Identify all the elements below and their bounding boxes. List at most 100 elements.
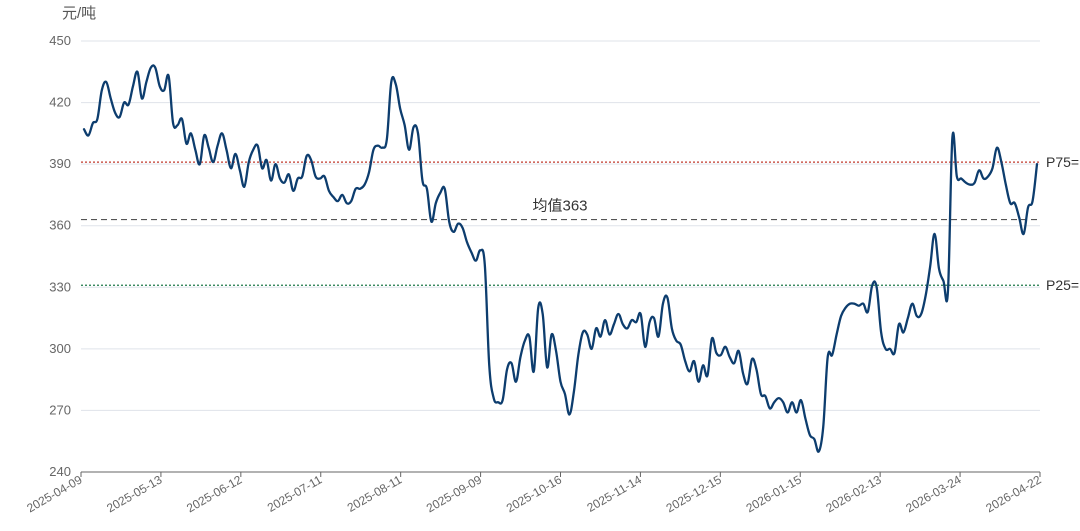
data-point bbox=[123, 101, 125, 103]
data-point bbox=[341, 194, 343, 196]
y-tick-label: 420 bbox=[49, 95, 71, 110]
data-point bbox=[662, 303, 664, 305]
data-point bbox=[439, 192, 441, 194]
data-point bbox=[297, 177, 299, 179]
data-point bbox=[506, 368, 508, 370]
data-point bbox=[884, 348, 886, 350]
data-point bbox=[417, 132, 419, 134]
data-point bbox=[973, 181, 975, 183]
data-point bbox=[515, 381, 517, 383]
x-tick-label: 2025-05-13 bbox=[104, 472, 164, 515]
data-point bbox=[252, 149, 254, 151]
data-point bbox=[889, 348, 891, 350]
data-point bbox=[916, 315, 918, 317]
data-point bbox=[582, 331, 584, 333]
data-point bbox=[132, 85, 134, 87]
data-point bbox=[644, 346, 646, 348]
data-point bbox=[844, 307, 846, 309]
data-point bbox=[987, 175, 989, 177]
data-point bbox=[337, 200, 339, 202]
data-point bbox=[853, 303, 855, 305]
data-point bbox=[435, 202, 437, 204]
data-point bbox=[568, 413, 570, 415]
data-point bbox=[92, 122, 94, 124]
data-point bbox=[938, 268, 940, 270]
data-point bbox=[893, 352, 895, 354]
data-point bbox=[951, 136, 953, 138]
data-point bbox=[813, 438, 815, 440]
data-point bbox=[688, 370, 690, 372]
data-point bbox=[101, 89, 103, 91]
data-point bbox=[867, 311, 869, 313]
data-point bbox=[541, 313, 543, 315]
data-point bbox=[190, 132, 192, 134]
data-point bbox=[635, 321, 637, 323]
data-point bbox=[982, 177, 984, 179]
data-point bbox=[942, 280, 944, 282]
data-point bbox=[497, 401, 499, 403]
data-point bbox=[150, 66, 152, 68]
data-point bbox=[363, 183, 365, 185]
data-point bbox=[457, 222, 459, 224]
data-point bbox=[444, 188, 446, 190]
x-tick-label: 2026-04-22 bbox=[983, 472, 1043, 515]
data-point bbox=[862, 303, 864, 305]
data-point bbox=[546, 366, 548, 368]
data-point bbox=[114, 112, 116, 114]
x-tick-label: 2025-11-14 bbox=[585, 472, 645, 515]
data-point bbox=[461, 227, 463, 229]
data-point bbox=[127, 103, 129, 105]
x-tick-label: 2025-08-11 bbox=[345, 472, 405, 515]
data-point bbox=[1022, 233, 1024, 235]
data-point bbox=[880, 331, 882, 333]
data-point bbox=[1027, 206, 1029, 208]
y-tick-label: 360 bbox=[49, 218, 71, 233]
data-point bbox=[599, 335, 601, 337]
data-point bbox=[648, 321, 650, 323]
data-point bbox=[270, 179, 272, 181]
data-point bbox=[675, 339, 677, 341]
data-point bbox=[221, 132, 223, 134]
data-point bbox=[831, 354, 833, 356]
data-point bbox=[466, 241, 468, 243]
data-point bbox=[969, 183, 971, 185]
data-point bbox=[395, 83, 397, 85]
data-point bbox=[733, 362, 735, 364]
data-point bbox=[448, 220, 450, 222]
data-point bbox=[737, 350, 739, 352]
data-point bbox=[902, 331, 904, 333]
data-point bbox=[301, 175, 303, 177]
data-point bbox=[323, 175, 325, 177]
x-tick-label: 2025-12-15 bbox=[664, 472, 724, 515]
data-point bbox=[1036, 163, 1038, 165]
data-point bbox=[684, 360, 686, 362]
data-point bbox=[965, 181, 967, 183]
data-point bbox=[350, 200, 352, 202]
data-point bbox=[154, 66, 156, 68]
data-point bbox=[519, 356, 521, 358]
data-point bbox=[595, 327, 597, 329]
data-point bbox=[764, 395, 766, 397]
data-point bbox=[693, 360, 695, 362]
data-point bbox=[381, 147, 383, 149]
data-point bbox=[573, 391, 575, 393]
data-point bbox=[145, 81, 147, 83]
data-point bbox=[586, 333, 588, 335]
data-point bbox=[875, 286, 877, 288]
data-point bbox=[622, 323, 624, 325]
data-point bbox=[488, 364, 490, 366]
data-point bbox=[243, 186, 245, 188]
data-point bbox=[368, 171, 370, 173]
data-point bbox=[493, 397, 495, 399]
data-point bbox=[907, 317, 909, 319]
data-point bbox=[118, 116, 120, 118]
data-point bbox=[176, 124, 178, 126]
data-point bbox=[711, 337, 713, 339]
data-point bbox=[181, 118, 183, 120]
data-point bbox=[978, 169, 980, 171]
data-point bbox=[933, 233, 935, 235]
data-point bbox=[136, 71, 138, 73]
data-point bbox=[105, 81, 107, 83]
data-point bbox=[604, 319, 606, 321]
p25-label: P25= bbox=[1046, 277, 1079, 293]
